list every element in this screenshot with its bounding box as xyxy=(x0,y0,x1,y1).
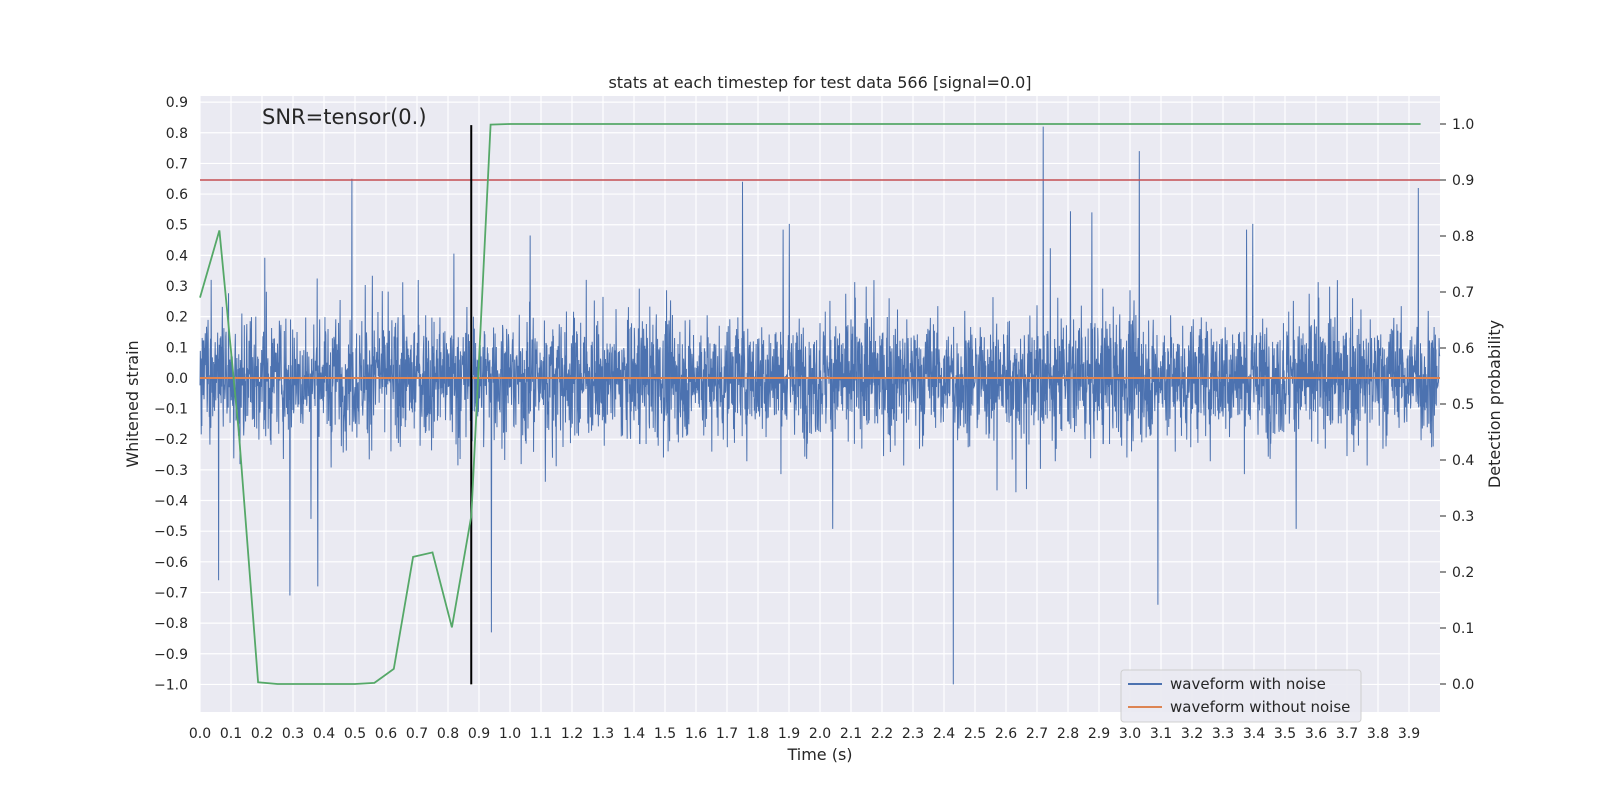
x-tick-label: 2.1 xyxy=(840,726,862,742)
y-tick-label: −0.7 xyxy=(154,585,188,601)
x-tick-label: 0.5 xyxy=(344,726,366,742)
x-tick-label: 1.7 xyxy=(716,726,738,742)
y-tick-label: 0.7 xyxy=(166,156,188,172)
x-tick-label: 0.7 xyxy=(406,726,428,742)
x-tick-label: 3.0 xyxy=(1119,726,1141,742)
y2-tick-label: 0.3 xyxy=(1452,509,1474,525)
x-axis-label: Time (s) xyxy=(786,745,852,764)
y-tick-label: −0.6 xyxy=(154,555,188,571)
y-tick-label: −0.9 xyxy=(154,647,188,663)
x-tick-label: 1.3 xyxy=(592,726,614,742)
y-tick-label: −0.5 xyxy=(154,524,188,540)
y-tick-label: −0.1 xyxy=(154,402,188,418)
x-tick-label: 0.3 xyxy=(282,726,304,742)
x-tick-label: 3.5 xyxy=(1274,726,1296,742)
y2-tick-label: 0.1 xyxy=(1452,621,1474,637)
y2-tick-label: 1.0 xyxy=(1452,117,1474,133)
y-axis-label: Whitened strain xyxy=(123,340,142,467)
y-tick-label: −0.4 xyxy=(154,494,188,510)
y-tick-label: 0.4 xyxy=(166,248,188,264)
y-tick-label: −0.8 xyxy=(154,616,188,632)
axes-labels: 0.0 0.1 0.2 0.3 0.4 0.5 0.6 0.7 0.8 0.9 1.0 1.1 1.2 1… xyxy=(154,95,1474,742)
x-tick-label: 2.7 xyxy=(1026,726,1048,742)
x-tick-label: 3.9 xyxy=(1398,726,1420,742)
x-tick-label: 2.6 xyxy=(995,726,1017,742)
y2-axis-label: Detection probability xyxy=(1485,320,1504,488)
x-tick-label: 0.1 xyxy=(220,726,242,742)
x-tick-label: 0.9 xyxy=(468,726,490,742)
y-tick-label: 0.5 xyxy=(166,218,188,234)
x-tick-label: 3.3 xyxy=(1212,726,1234,742)
x-tick-label: 1.0 xyxy=(499,726,521,742)
x-tick-label: 1.2 xyxy=(561,726,583,742)
x-tick-label: 0.2 xyxy=(251,726,273,742)
x-tick-label: 1.8 xyxy=(747,726,769,742)
x-tick-label: 0.8 xyxy=(437,726,459,742)
detection-probability-line xyxy=(199,123,1421,685)
y-tick-label: −0.2 xyxy=(154,432,188,448)
y2-tick-label: 0.2 xyxy=(1452,565,1474,581)
legend-box xyxy=(1120,669,1362,723)
chart-title: stats at each timestep for test data 566… xyxy=(608,73,1031,92)
y2-tick-label: 0.6 xyxy=(1452,341,1474,357)
legend: waveform with noise waveform without noi… xyxy=(1120,669,1362,723)
y-tick-label: 0.8 xyxy=(166,126,188,142)
y-tick-label: 0.1 xyxy=(166,340,188,356)
x-tick-label: 3.2 xyxy=(1181,726,1203,742)
overlay-lines xyxy=(199,123,1440,685)
legend-label-no-noise: waveform without noise xyxy=(1170,698,1350,716)
legend-label-noise: waveform with noise xyxy=(1170,675,1326,693)
x-tick-label: 1.4 xyxy=(623,726,645,742)
x-tick-label: 1.9 xyxy=(778,726,800,742)
y2-tick-label: 0.0 xyxy=(1452,677,1474,693)
series-waveform-with-noise xyxy=(199,126,1441,685)
x-tick-label: 2.4 xyxy=(933,726,955,742)
noise-waveform-line xyxy=(199,126,1441,685)
x-tick-label: 0.4 xyxy=(313,726,335,742)
snr-annotation: SNR=tensor(0.) xyxy=(262,105,427,129)
x-tick-label: 0.0 xyxy=(189,726,211,742)
x-tick-label: 3.1 xyxy=(1150,726,1172,742)
y2-tick-label: 0.9 xyxy=(1452,173,1474,189)
x-tick-label: 2.8 xyxy=(1057,726,1079,742)
y-tick-label: 0.9 xyxy=(166,95,188,111)
y-tick-label: −0.3 xyxy=(154,463,188,479)
x-tick-label: 2.0 xyxy=(809,726,831,742)
y-tick-label: −1.0 xyxy=(154,677,188,693)
x-tick-label: 2.2 xyxy=(871,726,893,742)
y-tick-label: 0.6 xyxy=(166,187,188,203)
x-tick-label: 1.5 xyxy=(654,726,676,742)
x-tick-label: 2.5 xyxy=(964,726,986,742)
x-tick-label: 1.1 xyxy=(530,726,552,742)
y2-tick-label: 0.5 xyxy=(1452,397,1474,413)
x-tick-label: 2.9 xyxy=(1088,726,1110,742)
x-tick-label: 3.6 xyxy=(1305,726,1327,742)
y-tick-label: 0.0 xyxy=(166,371,188,387)
x-tick-label: 0.6 xyxy=(375,726,397,742)
y2-tick-label: 0.7 xyxy=(1452,285,1474,301)
x-tick-label: 3.7 xyxy=(1336,726,1358,742)
x-tick-label: 1.6 xyxy=(685,726,707,742)
y2-tick-label: 0.4 xyxy=(1452,453,1474,469)
y-tick-label: 0.3 xyxy=(166,279,188,295)
y-tick-label: 0.2 xyxy=(166,310,188,326)
x-tick-label: 3.8 xyxy=(1367,726,1389,742)
x-tick-label: 2.3 xyxy=(902,726,924,742)
y2-tick-label: 0.8 xyxy=(1452,229,1474,245)
x-tick-label: 3.4 xyxy=(1243,726,1265,742)
